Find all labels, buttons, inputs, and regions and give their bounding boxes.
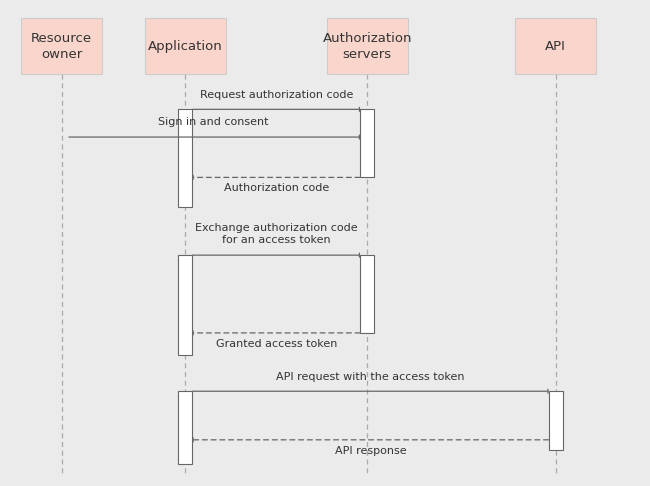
Bar xyxy=(178,391,192,464)
Text: Request authorization code: Request authorization code xyxy=(200,89,353,100)
Bar xyxy=(360,109,374,177)
Text: Exchange authorization code
for an access token: Exchange authorization code for an acces… xyxy=(195,223,358,245)
Bar xyxy=(515,18,597,74)
Text: Resource
owner: Resource owner xyxy=(31,32,92,61)
Bar xyxy=(178,255,192,355)
Bar xyxy=(326,18,408,74)
Text: API: API xyxy=(545,40,566,52)
Text: API request with the access token: API request with the access token xyxy=(276,371,465,382)
Bar xyxy=(144,18,226,74)
Bar xyxy=(549,391,563,450)
Bar xyxy=(178,109,192,207)
Text: Authorization
servers: Authorization servers xyxy=(322,32,412,61)
Text: Sign in and consent: Sign in and consent xyxy=(157,117,268,127)
Text: Authorization code: Authorization code xyxy=(224,183,329,193)
Text: API response: API response xyxy=(335,446,406,456)
Bar xyxy=(360,255,374,333)
Text: Application: Application xyxy=(148,40,222,52)
Bar xyxy=(21,18,103,74)
Text: Granted access token: Granted access token xyxy=(216,339,337,349)
